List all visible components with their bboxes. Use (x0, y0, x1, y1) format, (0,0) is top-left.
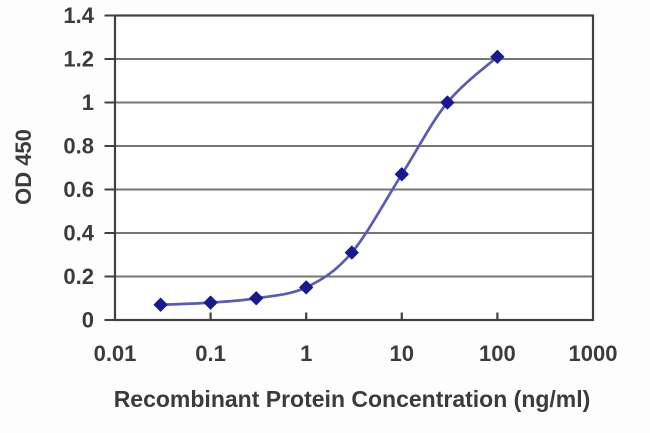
y-tick-label: 1.4 (63, 3, 94, 28)
y-axis-title: OD 450 (11, 129, 36, 205)
y-tick-label: 0.2 (63, 264, 94, 289)
x-tick-label: 0.1 (195, 341, 226, 366)
data-point-marker (299, 280, 314, 295)
x-tick-label: 10 (390, 341, 414, 366)
x-tick-label: 1000 (569, 341, 618, 366)
x-axis-title: Recombinant Protein Concentration (ng/ml… (113, 386, 591, 412)
y-tick-label: 0.4 (63, 221, 94, 246)
data-point-marker (203, 295, 218, 310)
data-point-marker (394, 167, 409, 182)
data-point-marker (440, 95, 455, 110)
y-tick-label: 1.2 (63, 47, 94, 72)
y-tick-label: 0.6 (63, 177, 94, 202)
data-point-marker (490, 49, 505, 64)
data-point-marker (153, 297, 168, 312)
y-tick-label: 1 (82, 90, 94, 115)
plot-area-background (115, 15, 593, 320)
plot-frame (113, 14, 595, 322)
y-tick-label: 0.8 (63, 134, 94, 159)
x-tick-label: 1 (300, 341, 312, 366)
data-point-marker (344, 245, 359, 260)
x-tick-label: 0.01 (94, 341, 137, 366)
x-tick-label: 100 (479, 341, 516, 366)
data-point-marker (249, 291, 264, 306)
y-tick-label: 0 (82, 308, 94, 333)
